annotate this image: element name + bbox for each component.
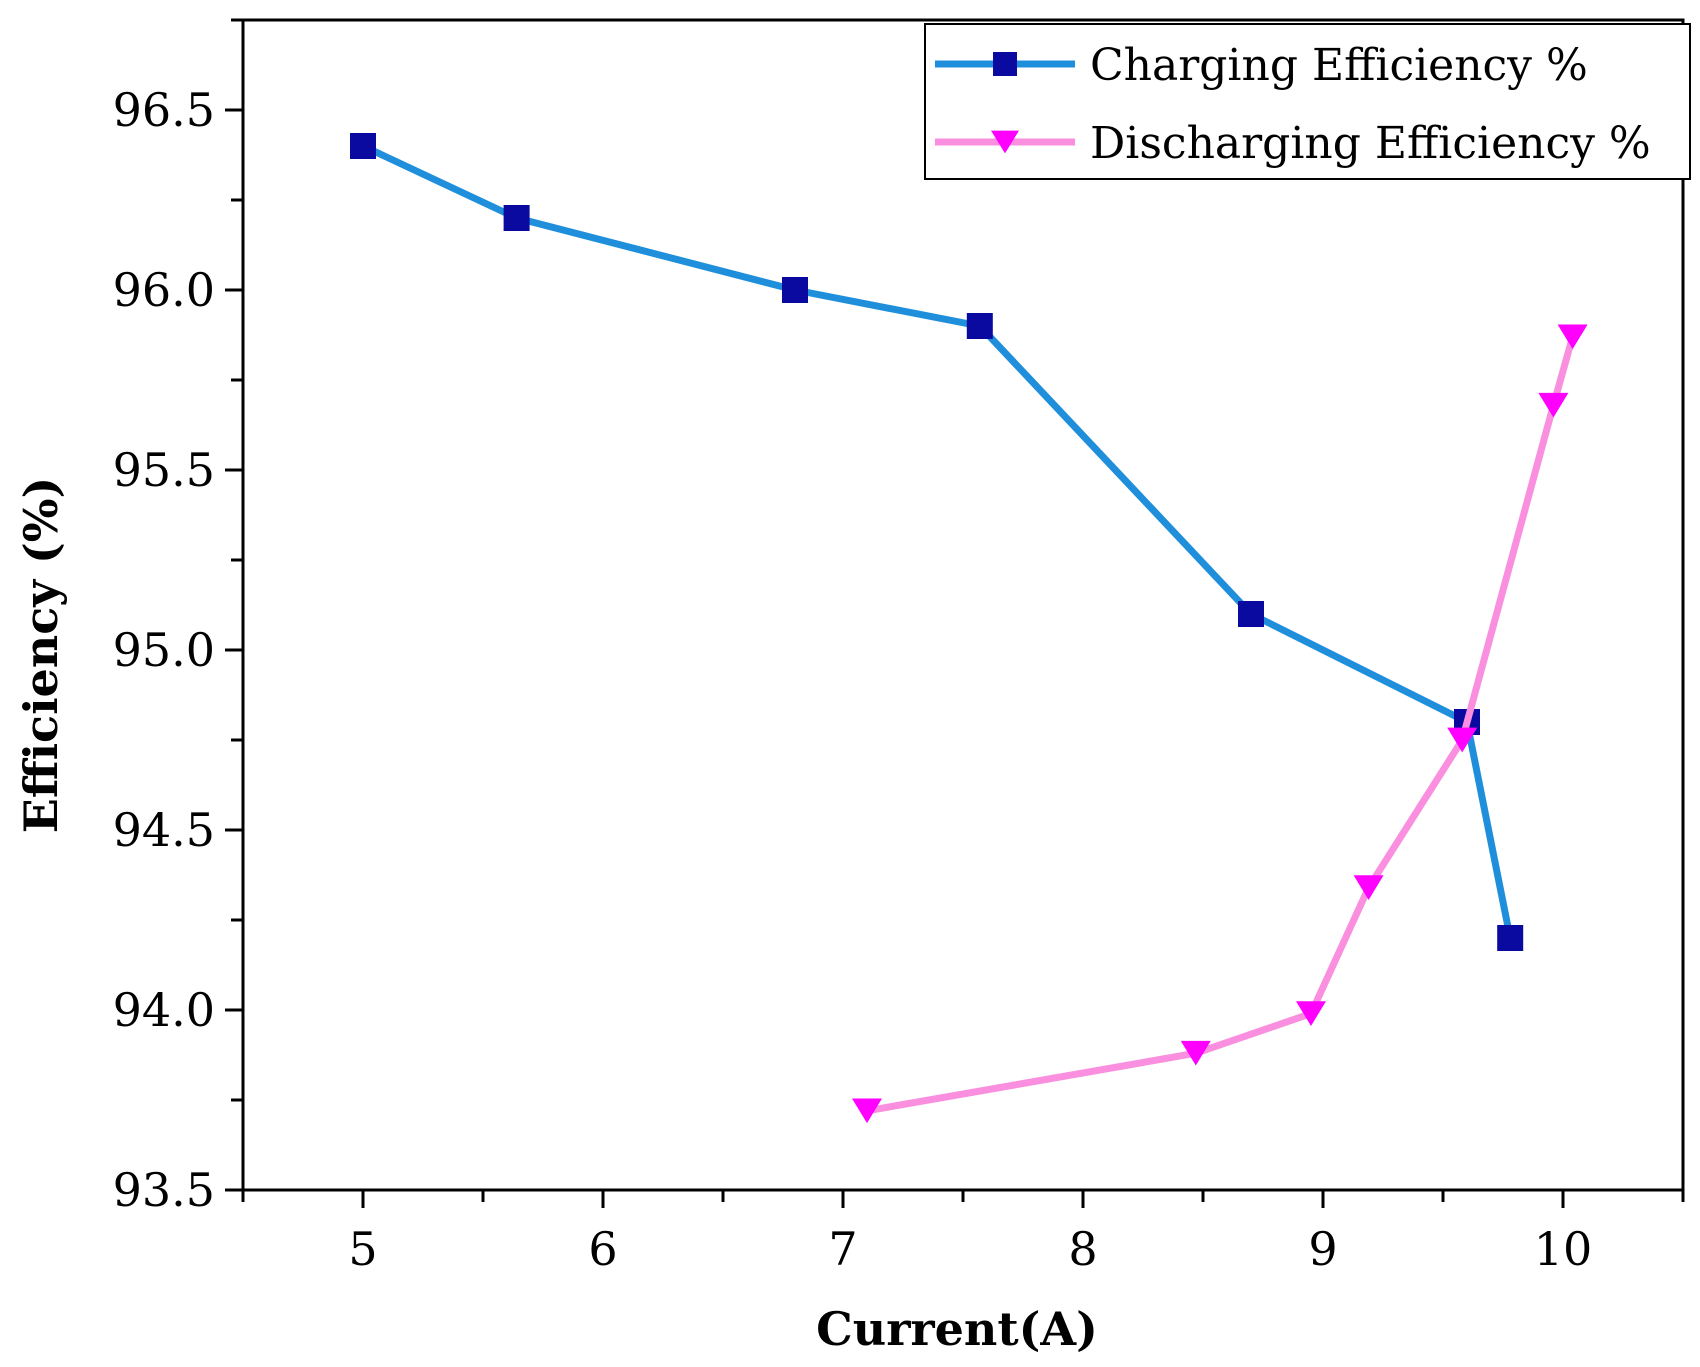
discharging-point bbox=[1296, 1001, 1326, 1026]
charging-point bbox=[350, 133, 376, 159]
x-tick-label: 8 bbox=[1068, 1222, 1097, 1276]
discharging-point bbox=[852, 1098, 882, 1124]
discharging-point bbox=[1538, 392, 1569, 418]
discharging-point bbox=[1353, 875, 1384, 900]
charging-point bbox=[503, 205, 530, 231]
discharging-point bbox=[1557, 324, 1588, 350]
discharging-point bbox=[1447, 727, 1478, 753]
y-tick-label: 94.5 bbox=[113, 803, 215, 857]
x-tick-label: 5 bbox=[348, 1222, 377, 1276]
y-tick-label: 95.5 bbox=[113, 443, 215, 497]
charging-point bbox=[1497, 925, 1524, 951]
y-tick-label: 96.0 bbox=[113, 263, 215, 317]
y-tick-label: 96.5 bbox=[113, 83, 215, 137]
discharging-series bbox=[852, 324, 1588, 1124]
legend: Charging Efficiency % Discharging Efficie… bbox=[924, 23, 1691, 180]
y-tick-label: 93.5 bbox=[113, 1163, 215, 1217]
x-axis-title: Current(A) bbox=[816, 1302, 1098, 1356]
legend-box bbox=[924, 23, 1691, 180]
charging-point bbox=[966, 313, 993, 339]
x-tick-label: 7 bbox=[828, 1222, 857, 1276]
discharging-point bbox=[1180, 1040, 1211, 1066]
legend-discharging-marker bbox=[991, 130, 1019, 154]
legend-charging-label: Charging Efficiency % bbox=[1090, 40, 1588, 91]
series-group bbox=[350, 133, 1588, 1124]
y-tick-label: 94.0 bbox=[113, 983, 215, 1037]
x-tick-label: 10 bbox=[1534, 1222, 1593, 1276]
charging-point bbox=[1238, 601, 1264, 627]
legend-discharging-label: Discharging Efficiency % bbox=[1090, 118, 1651, 169]
y-axis-title: Efficiency (%) bbox=[14, 477, 68, 833]
axes: 5 6 7 8 9 10 93.5 94.0 94.5 95.0 95.5 96.0 96.5 bbox=[113, 18, 1685, 1276]
x-tick-label: 9 bbox=[1308, 1222, 1337, 1276]
x-tick-label: 6 bbox=[588, 1222, 617, 1276]
y-tick-label: 95.0 bbox=[113, 623, 215, 677]
legend-charging-marker bbox=[993, 52, 1017, 76]
charging-point bbox=[782, 277, 808, 303]
